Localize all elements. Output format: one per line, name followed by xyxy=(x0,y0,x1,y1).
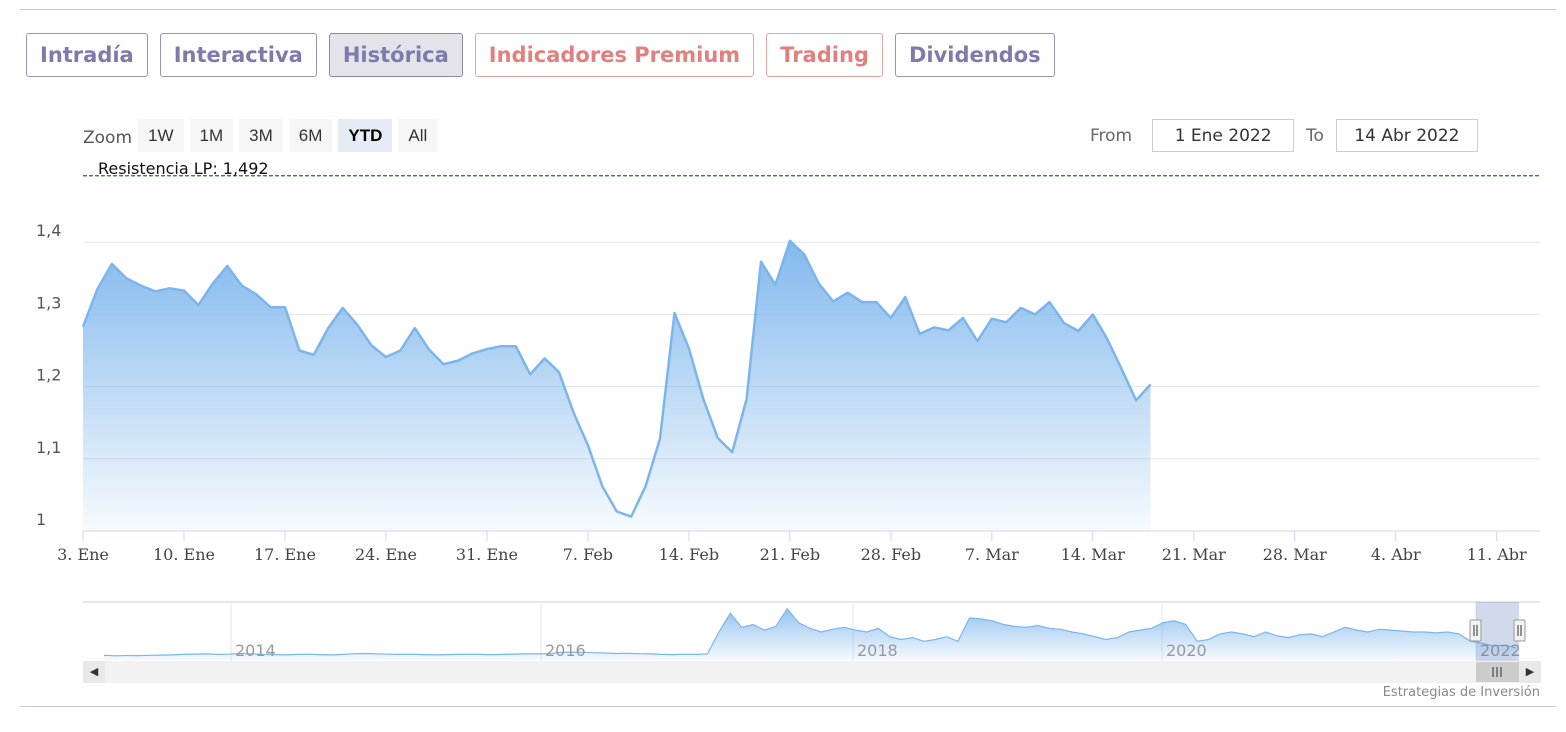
to-date-input[interactable] xyxy=(1335,119,1478,152)
scroll-left-arrow-icon[interactable]: ◀ xyxy=(83,661,105,683)
x-tick-label: 24. Ene xyxy=(355,545,417,564)
y-tick-label: 1,2 xyxy=(36,366,61,385)
navigator-year-label: 2014 xyxy=(235,641,276,660)
tab-trading[interactable]: Trading xyxy=(766,33,883,77)
x-tick-label: 31. Ene xyxy=(456,545,518,564)
navigator-area xyxy=(104,608,1516,660)
zoom-1w-button[interactable]: 1W xyxy=(138,119,184,152)
navigator-left-handle[interactable] xyxy=(1469,619,1482,642)
date-range-from: From xyxy=(1090,119,1295,152)
tab-dividendos[interactable]: Dividendos xyxy=(894,33,1055,77)
x-tick-label: 10. Ene xyxy=(153,545,215,564)
x-tick-label: 3. Ene xyxy=(57,545,109,564)
y-tick-label: 1,1 xyxy=(36,438,61,457)
zoom-all-button[interactable]: All xyxy=(398,119,438,152)
date-range-to: To xyxy=(1306,119,1478,152)
chart-tabs: Intradía Interactiva Histórica Indicador… xyxy=(26,33,1055,77)
price-area xyxy=(83,240,1151,532)
zoom-3m-button[interactable]: 3M xyxy=(239,119,283,152)
tab-historica[interactable]: Histórica xyxy=(328,33,463,77)
x-tick-label: 7. Mar xyxy=(965,545,1019,564)
zoom-6m-button[interactable]: 6M xyxy=(288,119,333,152)
x-tick-label: 4. Abr xyxy=(1371,545,1421,564)
x-tick-label: 11. Abr xyxy=(1467,545,1527,564)
scroll-right-arrow-icon[interactable]: ▶ xyxy=(1519,661,1541,683)
tab-intradia[interactable]: Intradía xyxy=(26,33,148,77)
bottom-divider xyxy=(20,706,1556,707)
resistance-label: Resistencia LP: 1,492 xyxy=(98,159,269,178)
y-tick-label: 1,3 xyxy=(36,293,61,312)
zoom-1m-button[interactable]: 1M xyxy=(189,119,234,152)
chart-credit: Estrategias de Inversión xyxy=(1382,685,1540,700)
from-date-input[interactable] xyxy=(1152,119,1295,152)
zoom-label: Zoom xyxy=(83,127,133,148)
navigator-right-handle[interactable] xyxy=(1513,619,1526,642)
scrollbar-grip-icon xyxy=(1492,667,1502,677)
navigator-selection[interactable] xyxy=(1476,602,1519,661)
x-tick-label: 28. Mar xyxy=(1263,545,1327,564)
from-label: From xyxy=(1090,125,1133,146)
x-tick-label: 17. Ene xyxy=(254,545,316,564)
x-tick-label: 21. Mar xyxy=(1162,545,1226,564)
navigator-year-label: 2016 xyxy=(545,641,586,660)
y-tick-label: 1,4 xyxy=(36,221,61,240)
x-tick-label: 28. Feb xyxy=(861,545,921,564)
x-tick-label: 14. Feb xyxy=(659,545,719,564)
zoom-selector: Zoom 1W 1M 3M 6M YTD All xyxy=(83,119,443,152)
x-tick-label: 14. Mar xyxy=(1061,545,1125,564)
navigator-line xyxy=(103,607,1517,657)
x-tick-label: 7. Feb xyxy=(563,545,613,564)
zoom-ytd-button[interactable]: YTD xyxy=(338,119,393,152)
to-label: To xyxy=(1306,125,1324,146)
price-line xyxy=(81,239,1152,518)
navigator-year-label: 2022 xyxy=(1480,641,1521,660)
tab-interactiva[interactable]: Interactiva xyxy=(159,33,317,77)
navigator-year-label: 2020 xyxy=(1166,641,1207,660)
top-divider xyxy=(20,9,1556,10)
tab-indicadores-premium[interactable]: Indicadores Premium xyxy=(474,33,755,77)
scrollbar-track[interactable] xyxy=(83,661,1540,683)
x-tick-label: 21. Feb xyxy=(760,545,820,564)
y-tick-label: 1 xyxy=(36,510,46,529)
navigator-year-label: 2018 xyxy=(857,641,898,660)
